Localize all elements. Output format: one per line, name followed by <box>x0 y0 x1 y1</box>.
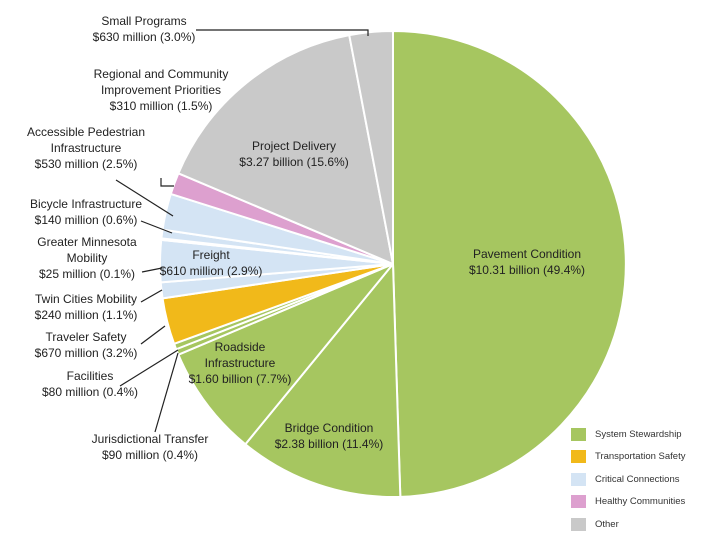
slice-value-pavement-condition: $10.31 billion (49.4%) <box>469 263 585 277</box>
legend-label: Critical Connections <box>595 473 680 485</box>
legend-item-healthy-communities: Healthy Communities <box>571 491 706 514</box>
pie-slice-roadside-infrastructure <box>177 263 394 446</box>
slice-label-roadside-infrastructure: Roadside <box>215 340 266 354</box>
legend-swatch <box>571 495 586 509</box>
legend-item-system-stewardship: System Stewardship <box>571 423 706 446</box>
legend-label: System Stewardship <box>595 428 682 440</box>
slice-value-greater-minnesota-mobility: $25 million (0.1%) <box>39 267 135 281</box>
slice-value-regional-and-community-improvement-priorities: $310 million (1.5%) <box>110 99 213 113</box>
slice-label-accessible-pedestrian-infrastructure: Accessible Pedestrian <box>27 125 145 139</box>
leader-line-accessible-pedestrian-infrastructure <box>115 179 174 217</box>
slice-label-facilities: Facilities <box>67 369 114 383</box>
legend-item-transportation-safety: Transportation Safety <box>571 446 706 469</box>
slice-labels: Pavement Condition $10.31 billion (49.4%)… <box>27 14 585 462</box>
legend-swatch <box>571 427 586 441</box>
slice-value-accessible-pedestrian-infrastructure: $530 million (2.5%) <box>35 157 138 171</box>
pie-slice-small-programs <box>348 29 394 265</box>
slice-value-project-delivery: $3.27 billion (15.6%) <box>239 155 348 169</box>
leader-line-greater-minnesota-mobility <box>141 267 163 273</box>
slice-label-twin-cities-mobility: Twin Cities Mobility <box>35 292 137 306</box>
legend-label: Other <box>595 518 619 530</box>
leader-line-jurisdictional-transfer <box>154 352 179 433</box>
slice-label-freight: Freight <box>192 248 230 262</box>
slice-label-project-delivery: Project Delivery <box>252 139 336 153</box>
legend-label: Healthy Communities <box>595 496 686 508</box>
slice-label-traveler-safety: Traveler Safety <box>46 330 127 344</box>
legend-label: Transportation Safety <box>595 451 686 463</box>
slice-label-bicycle-infrastructure: Bicycle Infrastructure <box>30 197 142 211</box>
slice-label-pavement-condition: Pavement Condition <box>473 247 581 261</box>
legend-swatch <box>571 450 586 464</box>
pie-slice-project-delivery <box>177 34 394 265</box>
slice-label-accessible-pedestrian-infrastructure: Infrastructure <box>51 141 122 155</box>
leader-line-facilities <box>119 349 179 387</box>
leader-lines <box>115 29 369 433</box>
pie-slices <box>159 29 627 498</box>
slice-label-greater-minnesota-mobility: Mobility <box>67 251 108 265</box>
slice-value-bicycle-infrastructure: $140 million (0.6%) <box>35 213 138 227</box>
slice-label-greater-minnesota-mobility: Greater Minnesota <box>37 235 137 249</box>
slice-label-regional-and-community-improvement-priorities: Regional and Community <box>94 67 229 81</box>
slice-label-regional-and-community-improvement-priorities: Improvement Priorities <box>101 83 221 97</box>
pie-slice-bridge-condition <box>244 263 402 498</box>
leader-line-small-programs <box>196 29 369 36</box>
legend-item-other: Other <box>571 513 706 536</box>
pie-slice-pavement-condition <box>392 30 627 498</box>
leader-line-traveler-safety <box>140 325 166 345</box>
leader-line-twin-cities-mobility <box>140 289 163 303</box>
slice-value-facilities: $80 million (0.4%) <box>42 385 138 399</box>
leader-line-regional-and-community-improvement-priorities <box>160 178 174 187</box>
slice-label-jurisdictional-transfer: Jurisdictional Transfer <box>92 432 209 446</box>
legend-swatch <box>571 517 586 531</box>
slice-value-small-programs: $630 million (3.0%) <box>93 30 196 44</box>
slice-value-bridge-condition: $2.38 billion (11.4%) <box>275 437 384 451</box>
slice-label-small-programs: Small Programs <box>101 14 186 28</box>
legend-swatch <box>571 472 586 486</box>
slice-label-roadside-infrastructure: Infrastructure <box>205 356 276 370</box>
legend-item-critical-connections: Critical Connections <box>571 468 706 491</box>
slice-value-roadside-infrastructure: $1.60 billion (7.7%) <box>189 372 292 386</box>
slice-value-traveler-safety: $670 million (3.2%) <box>35 346 138 360</box>
leader-line-bicycle-infrastructure <box>140 220 173 234</box>
legend: System Stewardship Transportation Safety… <box>571 423 706 536</box>
slice-label-bridge-condition: Bridge Condition <box>285 421 374 435</box>
slice-value-jurisdictional-transfer: $90 million (0.4%) <box>102 448 198 462</box>
slice-value-twin-cities-mobility: $240 million (1.1%) <box>35 308 138 322</box>
slice-value-freight: $610 million (2.9%) <box>160 264 263 278</box>
